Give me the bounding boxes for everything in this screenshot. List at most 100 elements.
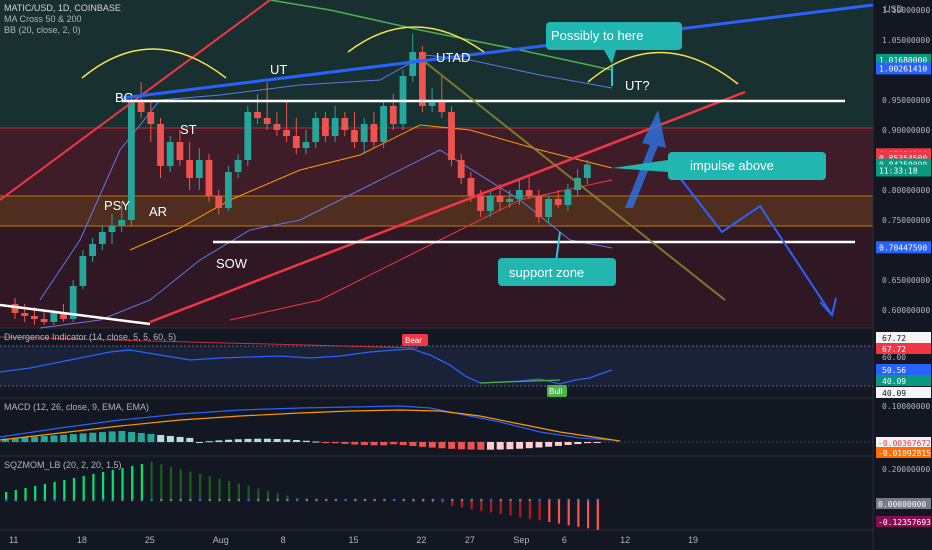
macd-bar bbox=[535, 442, 543, 448]
sqz-bar bbox=[34, 486, 37, 500]
arc-1 bbox=[81, 48, 227, 79]
macd-badge: -0.00367672 bbox=[876, 437, 931, 448]
price-tick: 1.05000000 bbox=[882, 36, 930, 45]
svg-text:-0.00367672: -0.00367672 bbox=[878, 439, 931, 448]
sqz-dot bbox=[82, 498, 85, 502]
svg-text:-0.12357693: -0.12357693 bbox=[878, 518, 931, 527]
macd-bar bbox=[370, 442, 378, 446]
macd-bar bbox=[390, 442, 397, 445]
sqz-bar bbox=[82, 476, 85, 500]
sqz-bar bbox=[276, 493, 279, 500]
indicator-axes: 67.7267.7260.0050.5640.0940.090.10000000… bbox=[876, 332, 931, 527]
sqz-dot bbox=[470, 498, 474, 502]
macd-bar bbox=[516, 442, 524, 449]
callout-support: support zone bbox=[498, 258, 616, 286]
time-tick: 11 bbox=[9, 535, 18, 545]
price-axis[interactable]: 1.100000001.050000001.000000000.95000000… bbox=[876, 6, 931, 315]
macd-bar bbox=[176, 436, 184, 442]
div-badge: 67.72 bbox=[876, 332, 931, 343]
svg-text:50.56: 50.56 bbox=[882, 366, 906, 375]
sqz-dot bbox=[363, 498, 367, 502]
macd-bar bbox=[244, 438, 252, 442]
macd-bar bbox=[574, 442, 582, 445]
sqz-dot bbox=[169, 498, 173, 502]
macd-bar bbox=[360, 442, 368, 445]
macd-bar bbox=[205, 441, 213, 443]
sqz-bar bbox=[480, 500, 483, 511]
macd-bar bbox=[147, 433, 155, 442]
time-tick: 25 bbox=[145, 535, 155, 545]
callout-top: Possibly to here bbox=[546, 22, 682, 64]
sqz-dot bbox=[596, 498, 600, 502]
candle bbox=[486, 190, 494, 217]
label-bc: BC bbox=[115, 90, 133, 105]
sqz-dot bbox=[509, 498, 512, 502]
sqz-dot bbox=[286, 498, 289, 502]
candle bbox=[283, 100, 290, 142]
bb-basis bbox=[129, 124, 613, 251]
indicator-bb[interactable]: BB (20, close, 2, 0) bbox=[4, 25, 81, 35]
price-tick: 0.75000000 bbox=[882, 216, 930, 225]
candle bbox=[234, 154, 242, 178]
candle bbox=[108, 214, 116, 244]
sqz-dot bbox=[315, 498, 318, 502]
sqz-bar bbox=[499, 500, 502, 514]
divergence-legend[interactable]: Divergence Indicator (14, close, 5, 5, 6… bbox=[4, 332, 177, 342]
sqz-dot bbox=[121, 498, 124, 502]
candle bbox=[166, 136, 174, 172]
sqz-dot bbox=[489, 498, 493, 502]
sqz-bar bbox=[567, 500, 570, 526]
macd-bar bbox=[273, 438, 281, 442]
callout-impulse: impulse above bbox=[612, 152, 826, 180]
svg-text:0.85354500: 0.85354500 bbox=[879, 154, 927, 163]
svg-text:67.72: 67.72 bbox=[882, 345, 906, 354]
macd-bar bbox=[584, 442, 591, 444]
sqz-dot bbox=[577, 498, 580, 502]
div-badge: 50.56 bbox=[876, 364, 931, 375]
candle bbox=[195, 148, 203, 190]
macd-bar bbox=[21, 437, 29, 442]
macd-line bbox=[0, 405, 613, 441]
time-tick: 22 bbox=[416, 535, 426, 545]
sqz-dot bbox=[586, 498, 590, 502]
macd-bar bbox=[69, 434, 77, 442]
sqz-badge: -0.12357693 bbox=[876, 516, 931, 527]
sqz-bar bbox=[121, 468, 124, 500]
indicator-ma[interactable]: MA Cross 50 & 200 bbox=[4, 14, 82, 24]
sqz-dot bbox=[334, 498, 338, 502]
svg-text:1.00261410: 1.00261410 bbox=[879, 64, 927, 73]
sqzmom-legend[interactable]: SQZMOM_LB (20, 2, 20, 1.5) bbox=[4, 460, 122, 470]
svg-text:1.01680000: 1.01680000 bbox=[879, 56, 927, 65]
price-tick: 0.65000000 bbox=[882, 276, 930, 285]
sqz-bar bbox=[519, 500, 522, 518]
time-axis[interactable]: 11 18 25 Aug 8 15 22 27 Sep 6 12 19 bbox=[9, 535, 698, 545]
sqz-bar bbox=[237, 483, 240, 500]
candle bbox=[263, 82, 271, 130]
candle bbox=[496, 184, 504, 211]
sqz-dot bbox=[499, 498, 503, 502]
sqz-dot bbox=[276, 498, 280, 502]
div-badge: 40.09 bbox=[876, 375, 931, 386]
macd-bar bbox=[137, 432, 145, 442]
time-tick: 6 bbox=[562, 535, 567, 545]
bear-tag: Bear bbox=[402, 334, 428, 346]
macd-bar bbox=[79, 433, 87, 442]
macd-bar bbox=[215, 440, 223, 442]
sqz-dot bbox=[72, 498, 76, 502]
sqz-bar bbox=[92, 474, 95, 500]
candle bbox=[438, 76, 446, 118]
candle bbox=[128, 94, 135, 226]
bb-upper bbox=[39, 54, 613, 301]
macd-legend[interactable]: MACD (12, 26, close, 9, EMA, EMA) bbox=[4, 402, 150, 412]
main-legend: MATIC/USD, 1D, COINBASE MA Cross 50 & 20… bbox=[4, 3, 121, 36]
candle bbox=[273, 112, 281, 136]
time-tick: Sep bbox=[513, 535, 529, 545]
sqz-dot bbox=[295, 498, 299, 502]
macd-signal bbox=[0, 409, 621, 442]
sqz-bar bbox=[509, 500, 512, 516]
symbol-title[interactable]: MATIC/USD, 1D, COINBASE bbox=[4, 3, 121, 13]
sqz-dot bbox=[237, 498, 241, 502]
sqz-bar bbox=[179, 469, 182, 500]
macd-bar bbox=[312, 441, 320, 443]
